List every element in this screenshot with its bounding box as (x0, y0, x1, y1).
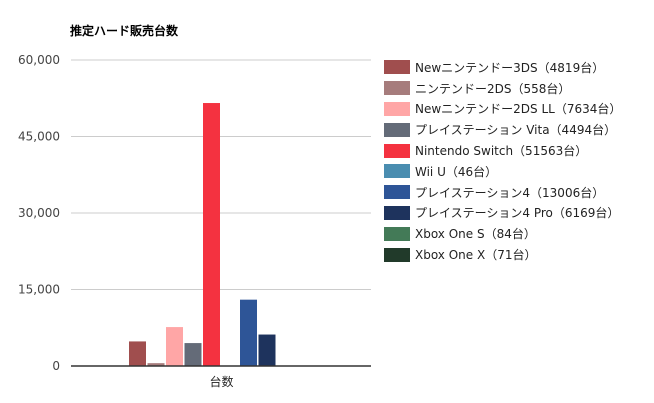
bar (203, 103, 220, 367)
legend-label: Nintendo Switch（51563台） (415, 144, 588, 159)
legend-swatch (384, 247, 410, 262)
bar (129, 341, 146, 366)
legend-item: ニンテンドー2DS（558台） (384, 78, 621, 99)
legend-label: プレイステーション4（13006台） (415, 185, 605, 200)
y-tick-label: 15,000 (18, 283, 60, 297)
legend-swatch (384, 122, 410, 137)
legend-label: Xbox One S（84台） (415, 227, 536, 242)
legend: Newニンテンドー3DS（4819台） ニンテンドー2DS（558台） Newニンテ… (384, 57, 621, 265)
legend-label: ニンテンドー2DS（558台） (415, 81, 571, 96)
legend-label: プレイステーション4 Pro（6169台） (415, 206, 620, 221)
y-tick-label: 0 (52, 359, 60, 373)
legend-label: Xbox One X（71台） (415, 248, 537, 263)
legend-swatch (384, 143, 410, 158)
legend-item: Newニンテンドー2DS LL（7634台） (384, 99, 621, 120)
y-tick-label: 60,000 (18, 53, 60, 67)
y-tick-label: 45,000 (18, 130, 60, 144)
legend-item: プレイステーション4 Pro（6169台） (384, 203, 621, 224)
legend-swatch (384, 205, 410, 220)
legend-swatch (384, 101, 410, 116)
bar (258, 334, 276, 366)
legend-item: Newニンテンドー3DS（4819台） (384, 57, 621, 78)
legend-swatch (384, 81, 410, 96)
legend-swatch (384, 185, 410, 200)
y-tick-label: 30,000 (18, 206, 60, 220)
x-category-label: 台数 (209, 374, 233, 389)
legend-swatch (384, 164, 410, 179)
legend-label: プレイステーション Vita（4494台） (415, 123, 617, 138)
legend-item: プレイステーション Vita（4494台） (384, 119, 621, 140)
legend-label: Wii U（46台） (415, 164, 498, 179)
legend-swatch (384, 60, 410, 75)
legend-label: Newニンテンドー3DS（4819台） (415, 60, 605, 75)
bar (166, 327, 183, 366)
bar (240, 299, 257, 366)
legend-swatch (384, 226, 410, 241)
legend-label: Newニンテンドー2DS LL（7634台） (415, 102, 622, 117)
legend-item: Wii U（46台） (384, 161, 621, 182)
legend-item: Xbox One S（84台） (384, 223, 621, 244)
legend-item: Xbox One X（71台） (384, 244, 621, 265)
legend-item: プレイステーション4（13006台） (384, 182, 621, 203)
bar (147, 363, 165, 366)
legend-item: Nintendo Switch（51563台） (384, 140, 621, 161)
chart-title: 推定ハード販売台数 (70, 24, 179, 38)
bar (184, 343, 202, 366)
